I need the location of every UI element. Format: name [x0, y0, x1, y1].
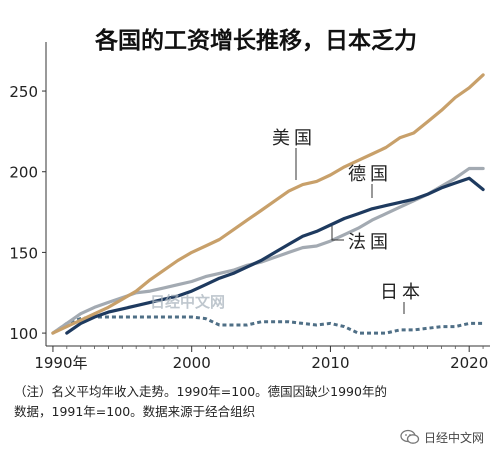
- footnote-line-1: （注）名义平均年收入走势。1990年=100。德国因缺少1990年的: [14, 384, 387, 399]
- plot-area: [51, 73, 485, 335]
- series-label-0: 美国: [272, 128, 316, 149]
- watermark-logo-text: 日经中文网: [424, 430, 485, 445]
- watermark-logo: 日经中文网: [400, 426, 496, 448]
- axes: 100 150 200 250 1990年 2000 2010 2020: [9, 42, 490, 372]
- x-tick-label: 2010: [311, 354, 349, 372]
- x-tick-label: 1990年: [34, 354, 87, 372]
- footnote-line-2: 数据，1991年=100。数据来源于经合组织: [14, 404, 256, 419]
- series-line-3: [52, 315, 484, 335]
- x-tick-label: 2020: [450, 354, 488, 372]
- series-label-1: 德国: [348, 164, 392, 185]
- wechat-icon: [400, 429, 420, 444]
- series-line-1: [65, 176, 485, 335]
- x-tick-label: 2000: [173, 354, 211, 372]
- series-label-3: 日本: [380, 282, 424, 303]
- series-line-0: [51, 73, 485, 335]
- y-tick-label: 150: [9, 244, 38, 262]
- y-tick-label: 100: [9, 325, 38, 343]
- series-label-2: 法国: [348, 232, 392, 253]
- chart-title: 各国的工资增长推移，日本乏力: [94, 27, 417, 54]
- label-leader-line: [331, 226, 344, 241]
- y-tick-label: 250: [9, 83, 38, 101]
- watermark-text: 日经中文网: [150, 293, 225, 311]
- y-tick-label: 200: [9, 164, 38, 182]
